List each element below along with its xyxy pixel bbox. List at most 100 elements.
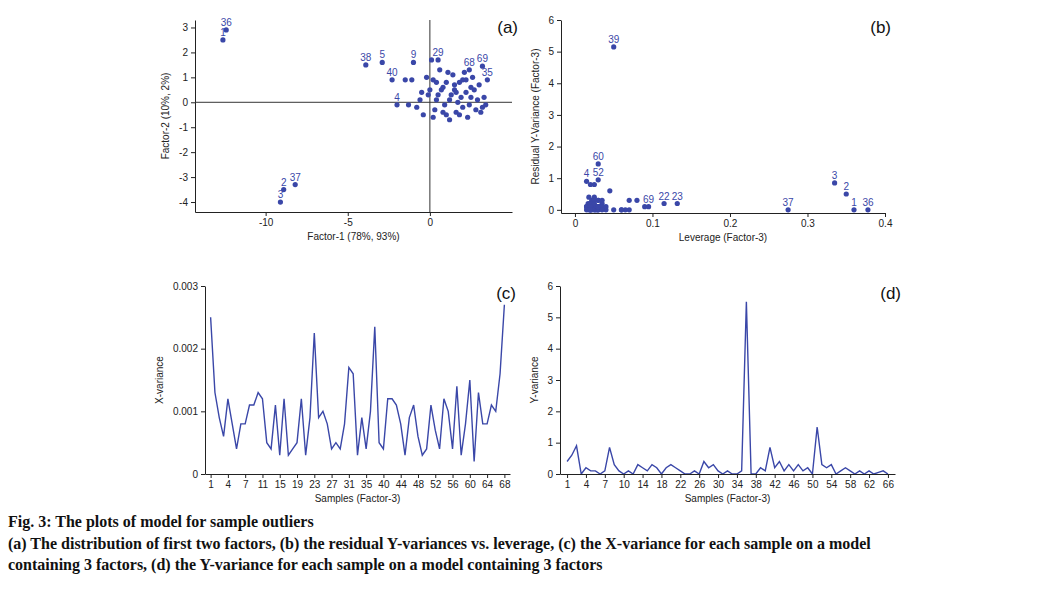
panel: 00.0010.0020.003147111519232731354044485… [154,281,516,504]
tick: -10 [259,212,274,228]
point [475,97,480,102]
point [437,67,442,72]
point [435,92,440,97]
tick: 0 [182,97,195,108]
axis: 147111519232731354044485256606468 [206,474,511,490]
tick-mark [470,474,471,478]
axis-line [561,21,562,214]
axis: -10-50 [196,212,513,228]
tick: -2 [179,147,195,158]
tick-mark [349,474,350,478]
point-label: 3 [832,170,838,181]
point [447,97,452,102]
tick-mark [245,474,246,478]
point [363,62,368,67]
axis-line [562,213,886,214]
tick-label: 4 [548,78,554,89]
tick-mark [557,83,561,84]
tick: 0.1 [646,213,660,229]
tick-label: 0 [548,205,554,216]
tick-mark [280,474,281,478]
tick-mark [586,474,587,478]
line [211,305,505,462]
tick: 52 [430,474,442,490]
tick: -4 [179,197,195,208]
point [675,201,680,206]
tick: -1 [179,122,195,133]
tick-label: 40 [378,479,390,490]
point [463,77,468,82]
point-label: 23 [672,191,684,202]
point [434,97,439,102]
point [611,44,616,49]
tick: 0 [547,469,560,480]
point [865,207,870,212]
tick-mark [262,474,263,478]
tick-mark [314,474,315,478]
tick-label: 2 [182,47,188,58]
tick: 0 [192,469,205,480]
point [611,207,616,212]
tick-label: -2 [179,147,188,158]
point [473,107,478,112]
tick: 2 [182,47,195,58]
tick-mark [504,474,505,478]
tick-mark [624,474,625,478]
point-labels: 12342223363739526069 [584,34,874,208]
tick-label: 52 [430,479,442,490]
point [278,199,283,204]
tick: 54 [826,474,838,490]
tick-label: 1 [182,72,188,83]
point [465,115,470,120]
axis-line [195,21,196,213]
tick: 50 [807,474,819,490]
tick-mark [737,474,738,478]
point [599,198,604,203]
tick: 1 [182,72,195,83]
tick: 22 [675,474,687,490]
tick: 6 [547,281,560,292]
tick-mark [191,177,195,178]
tick: 34 [732,474,744,490]
axis: 0123456 [548,15,561,216]
point [427,87,432,92]
point-label: 2 [281,177,287,188]
tick-mark [557,178,561,179]
point [596,177,601,182]
tick-label: -1 [179,122,188,133]
point [588,207,593,212]
point [851,207,856,212]
point [424,75,429,80]
point-label: 69 [643,194,655,205]
tick: 38 [751,474,763,490]
tick-label: 48 [413,479,425,490]
point-label: 4 [584,168,590,179]
zero-line [429,20,430,212]
plot-area [211,305,505,462]
tick-label: 26 [694,479,706,490]
y-axis-title: X-variance [154,356,165,404]
point-label: 39 [608,34,620,45]
point-label: 52 [593,167,605,178]
axis-line [206,474,511,475]
tick-mark [418,474,419,478]
tick-label: 62 [864,479,876,490]
tick-label: 1 [208,479,214,490]
tick-label: 56 [447,479,459,490]
tick: 0.003 [173,281,205,292]
point-labels: 1234592935363738406869 [220,17,493,200]
tick-mark [869,474,870,478]
plot-area [567,302,888,474]
tick: 26 [694,474,706,490]
tick: 23 [309,474,321,490]
tick-mark [430,212,431,216]
point-label: 4 [394,92,400,103]
tick-mark [191,152,195,153]
y-axis-title: Residual Y-Variance (Factor-3) [530,49,541,185]
tick: -5 [344,212,353,228]
tick-label: 60 [465,479,477,490]
tick-mark [556,349,560,350]
tick: 31 [344,474,356,490]
tick: 0.3 [801,213,815,229]
point [406,102,411,107]
